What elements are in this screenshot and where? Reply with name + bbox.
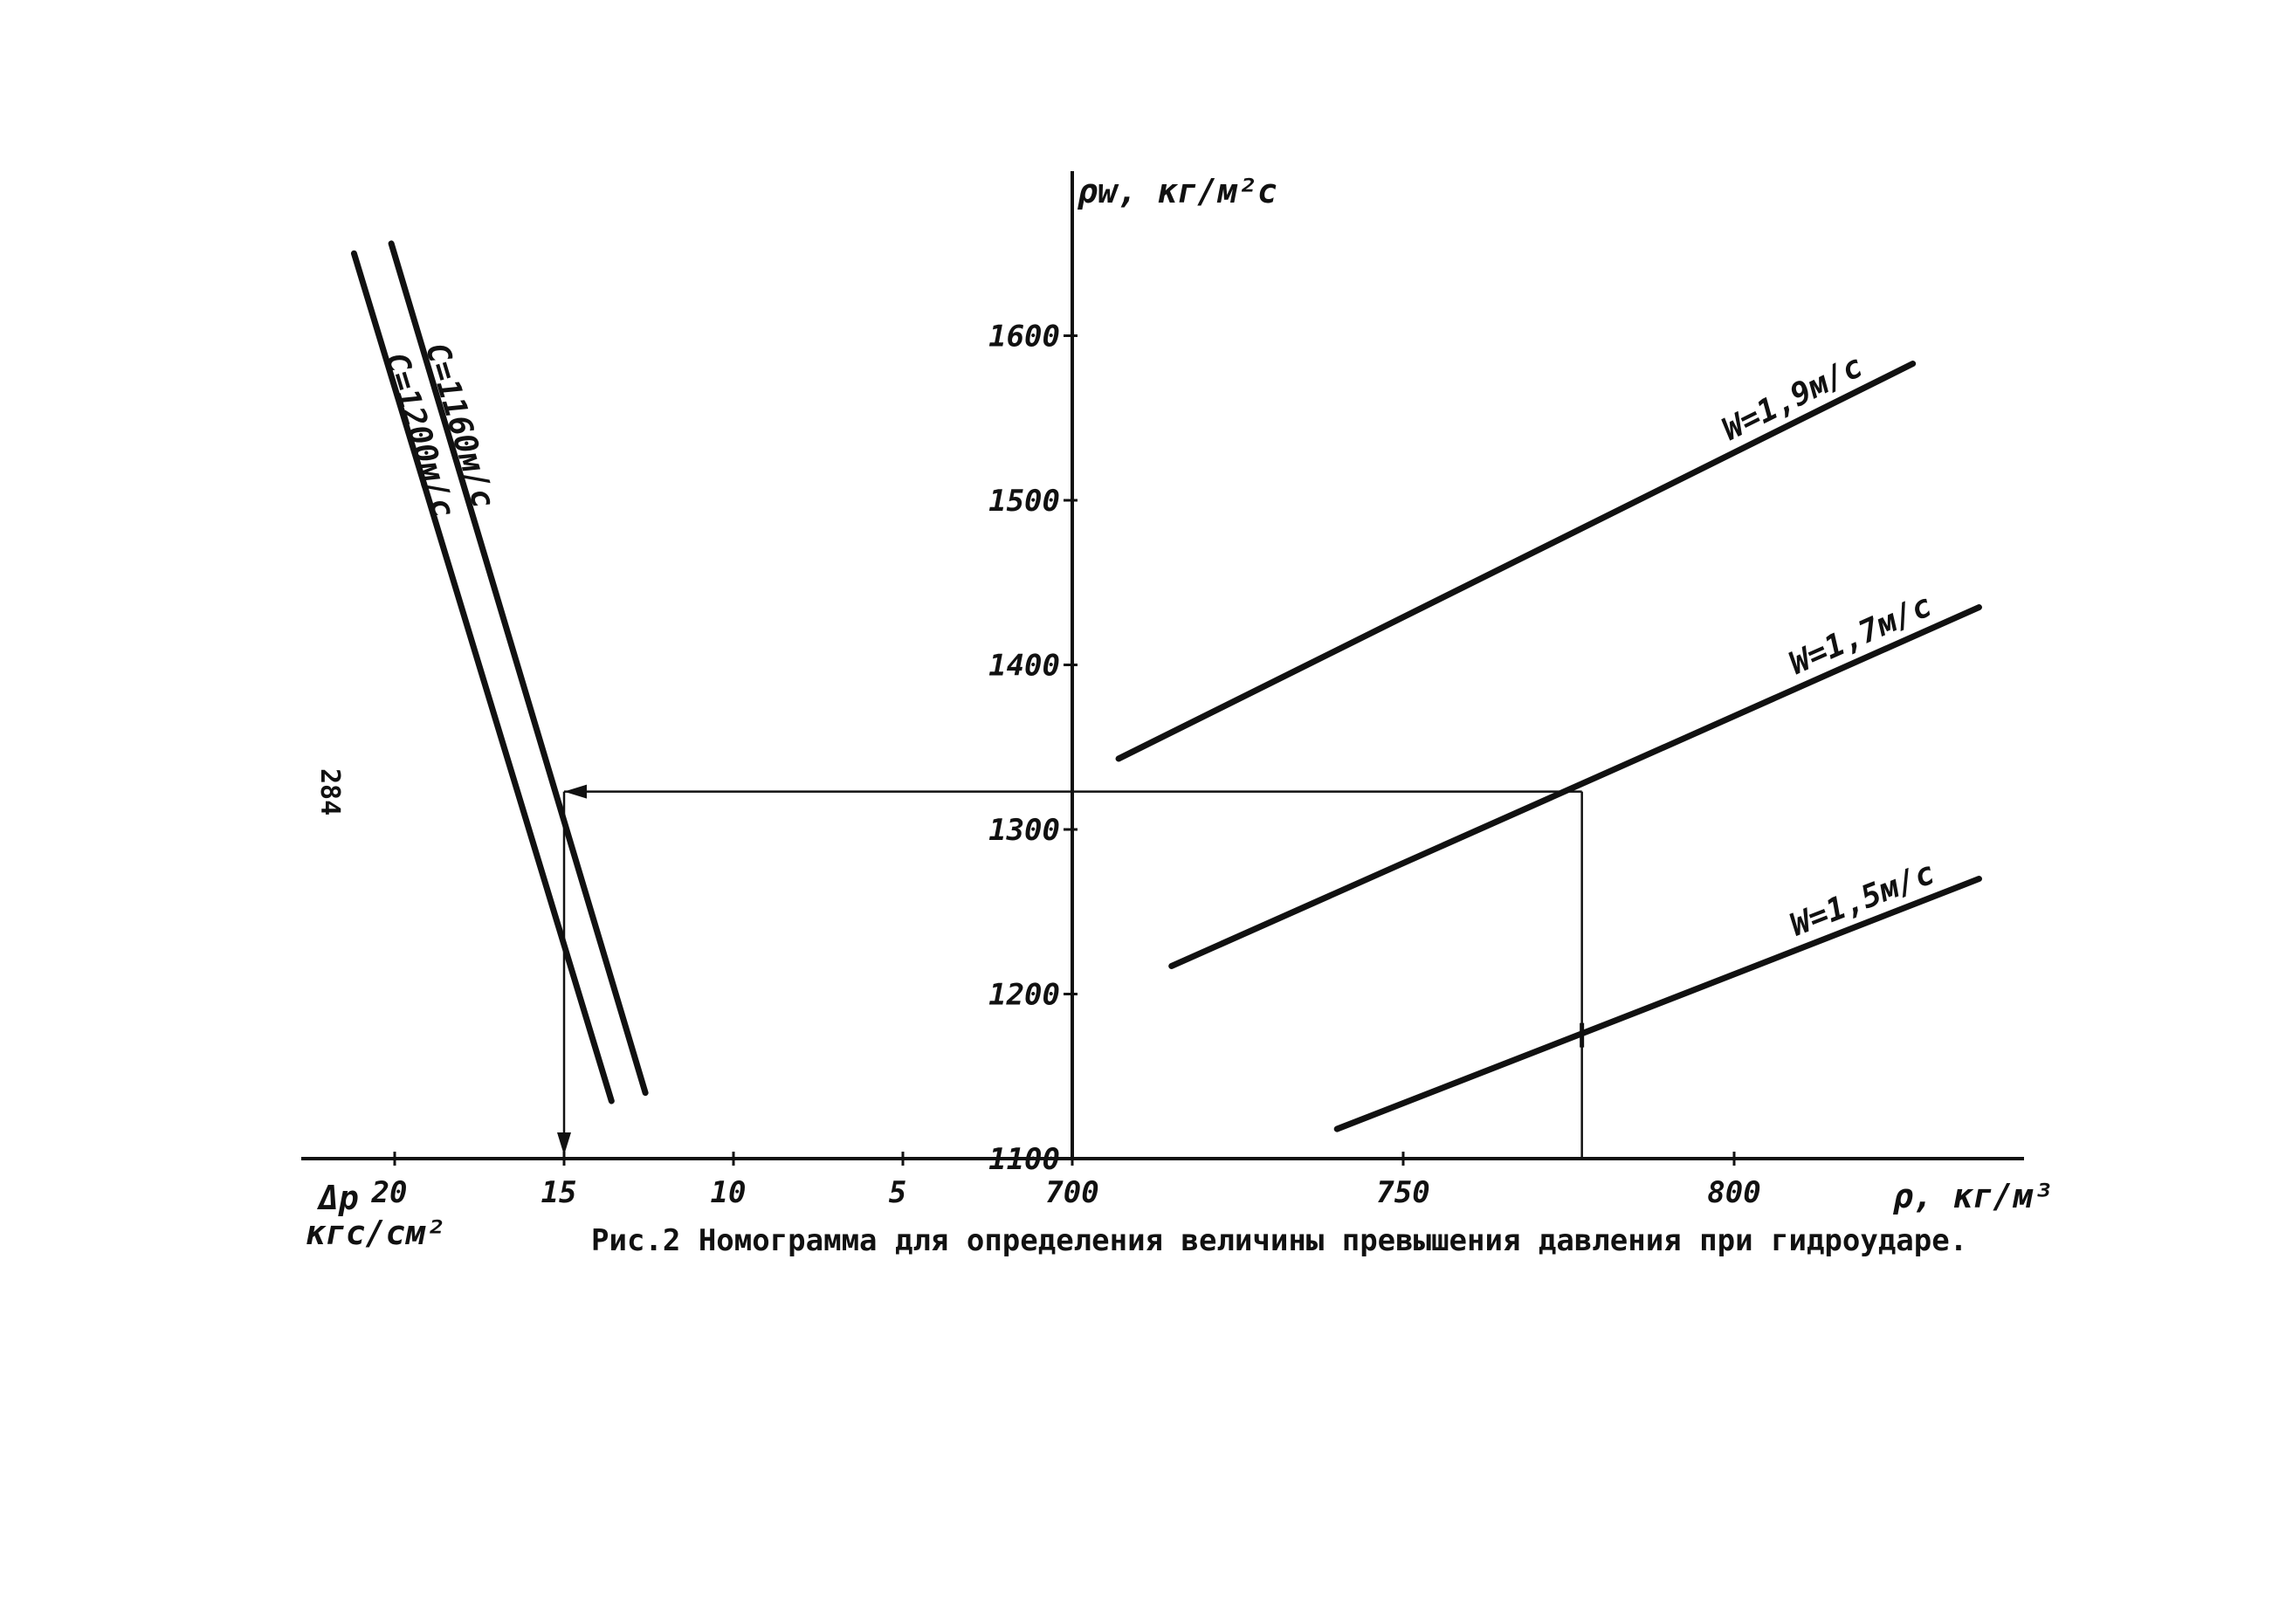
x-tick-label-rho-750: 750: [1376, 1175, 1429, 1210]
guide-arrow-down: [557, 1132, 571, 1155]
y-tick-label-1600: 1600: [988, 320, 1060, 354]
series-line-w-0: [1115, 361, 1917, 762]
y-tick-label-1200: 1200: [988, 978, 1060, 1013]
series-line-w-2: [1333, 876, 1982, 1132]
y-tick-label-1300: 1300: [988, 813, 1060, 848]
figure-caption: Рис.2 Номограмма для определения величин…: [591, 1223, 1967, 1258]
x-tick-label-dp-15: 15: [541, 1175, 577, 1210]
x-tick-label-rho-700: 700: [1045, 1175, 1098, 1210]
series-line-c-1: [350, 250, 615, 1104]
x-tick-label-dp-10: 10: [711, 1175, 747, 1210]
series-lines: [350, 240, 1982, 1132]
example-guide-path: [557, 784, 1585, 1159]
page-number: 284: [314, 768, 345, 815]
y-tick-label-1400: 1400: [988, 649, 1060, 684]
series-line-c-0: [388, 240, 649, 1097]
y-axis-title: ρw, кг/м²с: [1077, 172, 1277, 210]
series-label-w-2: W=1,5м/с: [1786, 856, 1939, 944]
x-axis-title-dp-unit: кгс/см²: [306, 1214, 445, 1252]
x-axis-title-dp: Δp: [316, 1179, 359, 1217]
axes: [301, 171, 2024, 1166]
y-tick-label-1100: 1100: [988, 1142, 1060, 1177]
labels: 1100 1200 1300 1400 1500 1600 700 750 800 20 15 10 5…: [306, 172, 2053, 1252]
x-tick-label-dp-5: 5: [889, 1175, 906, 1210]
x-axis-title-rho: ρ, кг/м³: [1892, 1177, 2053, 1215]
y-tick-label-1500: 1500: [988, 484, 1060, 519]
x-tick-label-dp-20: 20: [371, 1175, 408, 1210]
series-line-w-1: [1168, 604, 1982, 969]
guide-arrow-left: [564, 784, 587, 799]
x-tick-label-rho-800: 800: [1707, 1175, 1760, 1210]
